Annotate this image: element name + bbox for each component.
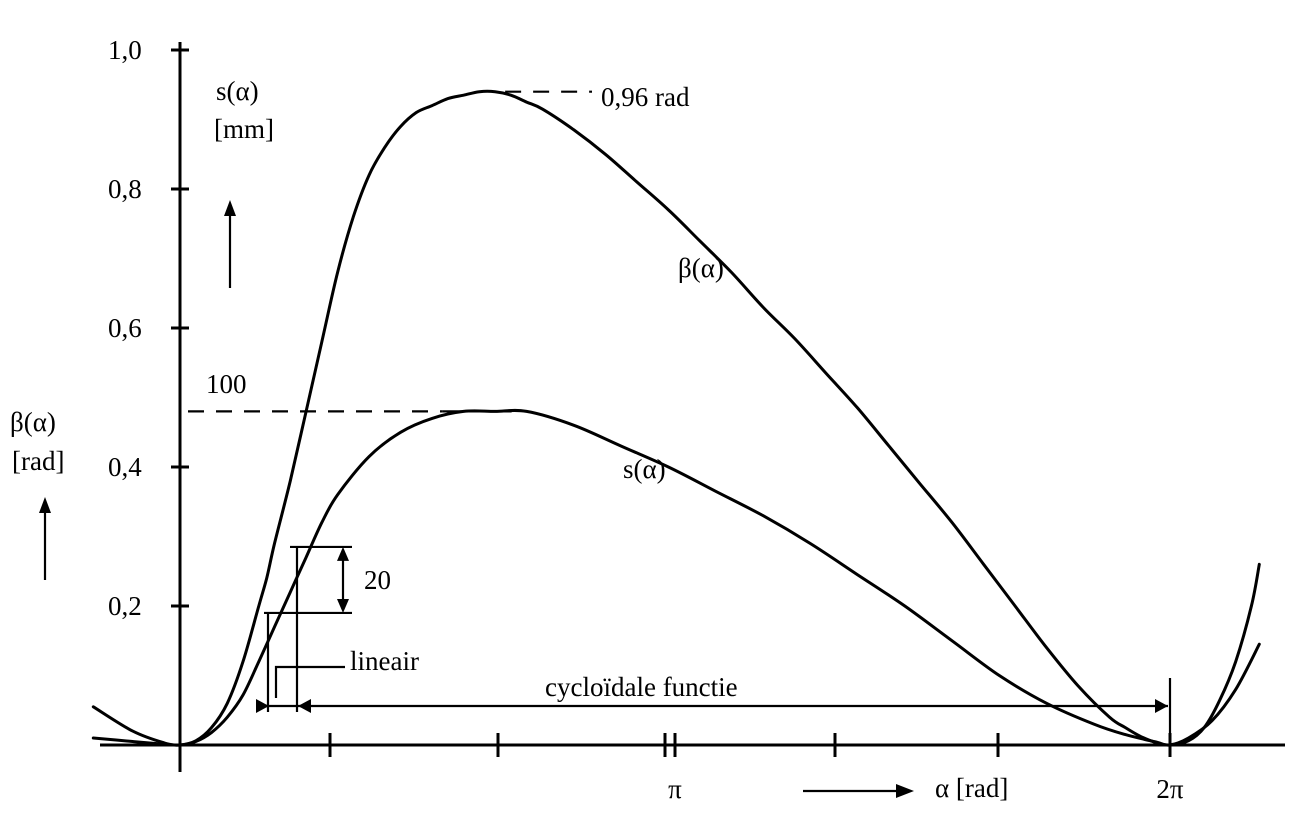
beta-axis-arrow-head <box>39 497 51 513</box>
linear-arrow-left <box>256 699 269 713</box>
chart-labels: β(α) [rad] s(α) [mm] α [rad] 0,96 rad 10… <box>10 76 1008 803</box>
beta-curve <box>91 89 1261 747</box>
chart-marks <box>39 89 1261 798</box>
x-tick-label: 2π <box>1156 774 1184 804</box>
linear-label: lineair <box>350 646 419 676</box>
y-tick-label: 0,8 <box>108 174 142 204</box>
step-arrow-head-up <box>337 546 349 561</box>
beta-axis-label-line2: [rad] <box>12 446 64 476</box>
beta-max-label: 0,96 rad <box>601 82 690 112</box>
y-tick-label: 0,2 <box>108 591 142 621</box>
s-max-label: 100 <box>206 369 247 399</box>
beta-curve-label: β(α) <box>678 253 724 283</box>
step-arrow-head-down <box>337 598 349 613</box>
chart-axes: 0,2 0,4 0,6 0,8 1,0 π 2π <box>100 35 1285 804</box>
cycloid-arrow-left <box>298 699 311 713</box>
s-axis-label-line2: [mm] <box>214 114 274 144</box>
y-tick-label: 0,6 <box>108 313 142 343</box>
x-direction-arrow-head <box>896 784 914 798</box>
x-tick-label: π <box>668 774 682 804</box>
step-label: 20 <box>364 565 391 595</box>
cycloid-arrow-right <box>1155 699 1168 713</box>
y-tick-label: 0,4 <box>108 452 142 482</box>
s-axis-arrow-head <box>224 200 236 216</box>
y-tick-label: 1,0 <box>108 35 142 65</box>
x-axis-label: α [rad] <box>935 773 1008 803</box>
s-axis-label-line1: s(α) <box>216 76 259 106</box>
beta-axis-label-line1: β(α) <box>10 407 56 437</box>
linear-leader <box>274 665 345 698</box>
s-curve-label: s(α) <box>623 454 666 484</box>
cycloid-label: cycloïdale functie <box>545 672 738 702</box>
s-curve <box>91 408 1261 747</box>
